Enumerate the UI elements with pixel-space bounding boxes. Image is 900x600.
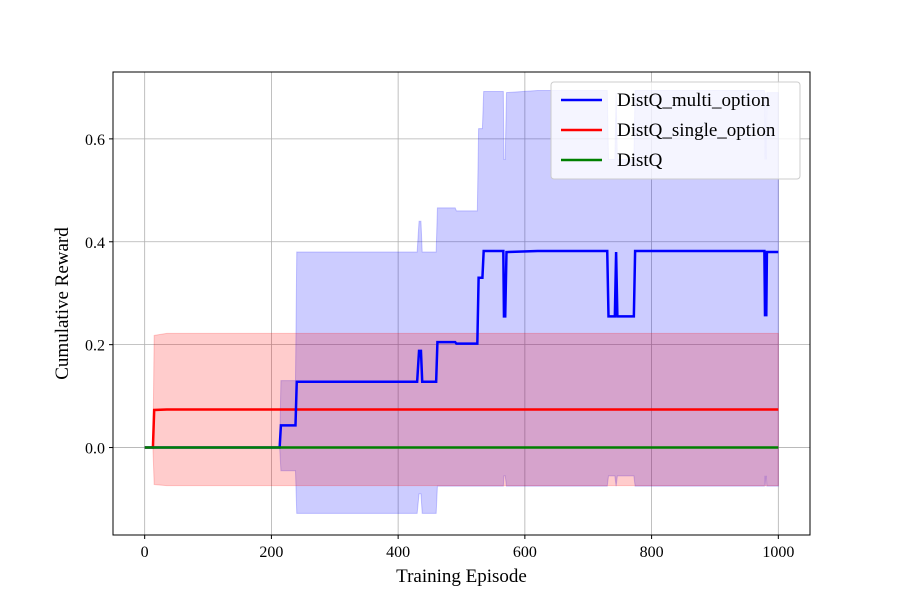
- legend-label: DistQ_single_option: [617, 120, 776, 141]
- x-tick-label: 800: [640, 544, 664, 561]
- series-lines: [144, 249, 779, 449]
- legend-box: [550, 81, 801, 180]
- y-axis-label: Cumulative Reward: [52, 227, 73, 380]
- y-tick-label: 0.4: [85, 235, 105, 252]
- y-tick-label: 0.2: [85, 338, 105, 355]
- band-DistQ_multi_option: [144, 90, 779, 514]
- line-DistQ_multi_option: [144, 249, 779, 449]
- ticks: 0 200 400 600 800 1000 0.0 0.2 0.4 0.6: [85, 132, 794, 561]
- x-tick-label: 1000: [762, 544, 794, 561]
- plot-frame: [112, 71, 811, 536]
- x-tick-label: 600: [513, 544, 537, 561]
- x-tick-label: 400: [386, 544, 410, 561]
- legend: DistQ_multi_option DistQ_single_option Dis…: [550, 81, 801, 180]
- y-tick-label: 0.0: [85, 441, 105, 458]
- x-tick-label: 200: [259, 544, 283, 561]
- x-axis-label: Training Episode: [396, 566, 527, 587]
- y-tick-label: 0.6: [85, 132, 105, 149]
- x-tick-label: 0: [141, 544, 149, 561]
- legend-label: DistQ: [617, 150, 663, 171]
- legend-label: DistQ_multi_option: [617, 90, 771, 111]
